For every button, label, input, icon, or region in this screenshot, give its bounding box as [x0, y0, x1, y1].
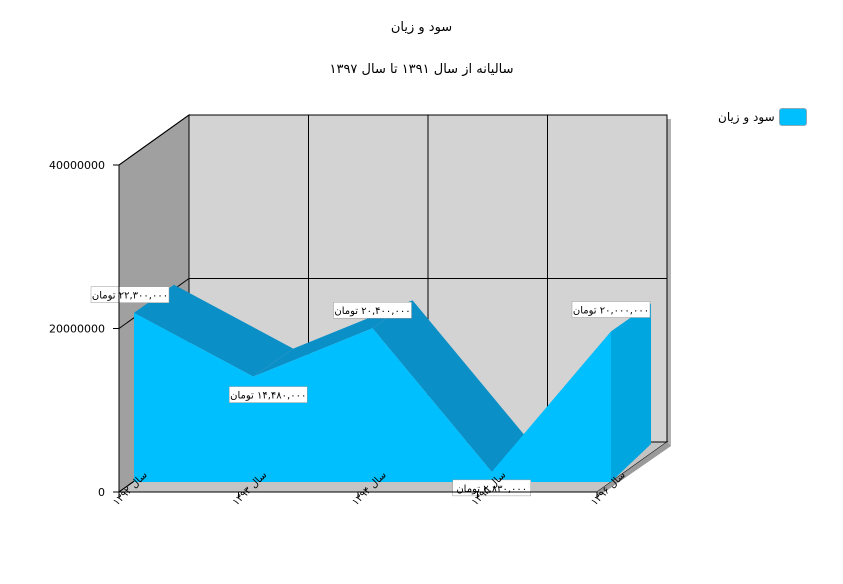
area-top-surface: [253, 300, 413, 377]
y-tick-label: 20000000: [49, 323, 105, 336]
chart-subtitle: سالیانه از سال ۱۳۹۱ تا سال ۱۳۹۷: [329, 62, 514, 77]
data-label: ۲۲,۳۰۰,۰۰۰ تومان: [90, 286, 170, 303]
data-label: ۲۰,۰۰۰,۰۰۰ تومان: [571, 301, 651, 318]
chart-title: سود و زیان: [390, 20, 453, 35]
data-label-box: [333, 301, 412, 319]
floor-edge: [597, 442, 671, 496]
data-label-text: ۲۰,۴۰۰,۰۰۰ تومان: [334, 306, 410, 317]
legend[interactable]: سود و زیان: [718, 108, 807, 126]
area-top-surface: [372, 300, 532, 472]
data-label-box: [229, 386, 308, 403]
data-label-text: ۱۴,۴۸۰,۰۰۰ تومان: [230, 391, 306, 402]
y-tick-label: 40000000: [49, 159, 105, 172]
area-side-surface: [611, 303, 651, 482]
data-label: ۲۰,۴۰۰,۰۰۰ تومان: [333, 301, 412, 319]
y-tick-label: 0: [98, 486, 105, 499]
legend-swatch: [778, 108, 807, 126]
data-label-text: ۲۲,۳۰۰,۰۰۰ تومان: [92, 291, 168, 302]
legend-label: سود و زیان: [718, 110, 775, 124]
data-label-box: [571, 301, 651, 318]
area-top-surface: [134, 284, 294, 377]
data-label: ۱۴,۴۸۰,۰۰۰ تومان: [229, 386, 308, 403]
grid-line-side: [118, 114, 190, 166]
data-label-box: [90, 286, 170, 303]
area-front-surface: [134, 312, 611, 482]
data-label-text: ۲۰,۰۰۰,۰۰۰ تومان: [573, 306, 649, 317]
data-label-text: ۲,۸۳۰,۰۰۰ تومان: [456, 484, 527, 495]
